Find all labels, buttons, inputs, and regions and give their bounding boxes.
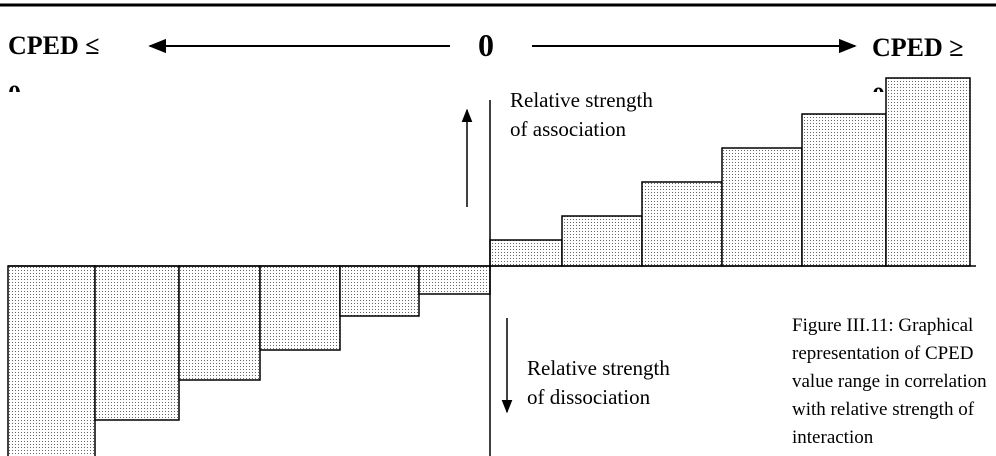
bar: [561, 215, 643, 267]
caption-line: value range in correlation: [792, 371, 987, 392]
bar: [94, 265, 180, 421]
caption-line: interaction: [792, 427, 874, 448]
bar: [259, 265, 341, 351]
bar: [418, 265, 491, 295]
left-label: CPED ≤: [8, 31, 100, 60]
bar: [801, 113, 887, 267]
right-label-value: 0: [872, 82, 885, 111]
left-label-value: 0: [8, 80, 21, 109]
association-label: of association: [510, 117, 627, 141]
bar: [7, 265, 96, 456]
bar: [641, 181, 723, 267]
center-label: 0: [478, 27, 494, 63]
caption-line: representation of CPED: [792, 343, 974, 364]
bar: [885, 77, 971, 267]
bar: [178, 265, 261, 381]
right-label: CPED ≥: [872, 33, 964, 62]
bar: [489, 239, 563, 267]
negative-bars: [7, 265, 491, 456]
association-label: Relative strength: [510, 88, 653, 112]
bar: [339, 265, 420, 317]
dissociation-label: Relative strength: [527, 356, 670, 380]
caption-line: with relative strength of: [792, 399, 975, 420]
bar: [721, 147, 803, 267]
caption-line: Figure III.11: Graphical: [792, 315, 973, 336]
dissociation-label: of dissociation: [527, 385, 651, 409]
positive-bars: [489, 77, 971, 267]
